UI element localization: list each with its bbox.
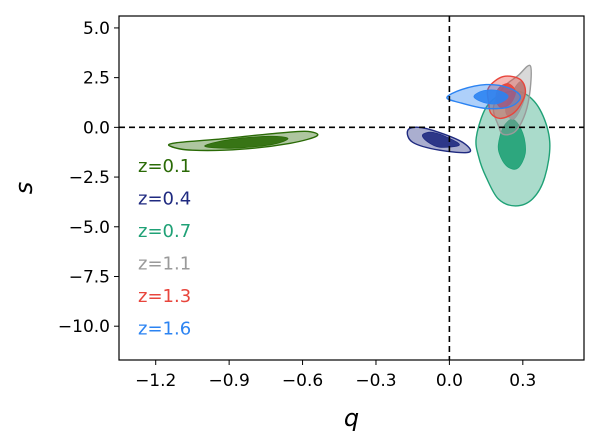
- y-tick-label: 0.0: [83, 118, 110, 138]
- legend-item: z=1.1: [138, 254, 191, 275]
- contour-6-inner: [473, 89, 509, 105]
- x-tick-label: −0.3: [355, 371, 396, 391]
- x-tick-label: 0.3: [509, 371, 536, 391]
- y-tick-label: −5.0: [69, 218, 110, 238]
- y-tick-label: −2.5: [69, 168, 110, 188]
- x-axis-label: q: [344, 404, 359, 432]
- legend-item: z=0.4: [138, 189, 191, 210]
- legend-item: z=1.3: [138, 286, 191, 307]
- legend: z=0.1 z=0.4 z=0.7 z=1.1 z=1.3 z=1.6: [138, 156, 191, 340]
- legend-item: z=0.7: [138, 221, 191, 242]
- reference-lines: [119, 16, 584, 360]
- y-axis-ticks: 5.0 2.5 0.0 −2.5 −5.0 −7.5 −10.0: [58, 19, 119, 337]
- y-axis-label: s: [10, 182, 38, 195]
- y-tick-label: −7.5: [69, 267, 110, 287]
- y-tick-label: 5.0: [83, 19, 110, 39]
- x-tick-label: −1.2: [135, 371, 176, 391]
- legend-item: z=1.6: [138, 319, 191, 340]
- x-axis-ticks: −1.2 −0.9 −0.6 −0.3 0.0 0.3: [135, 360, 536, 391]
- x-tick-label: −0.9: [208, 371, 249, 391]
- x-tick-label: −0.6: [282, 371, 323, 391]
- contour-layer: [167, 64, 551, 207]
- contour-3-inner: [497, 118, 526, 170]
- plot-frame: [118, 15, 585, 361]
- legend-item: z=0.1: [138, 156, 191, 177]
- x-tick-label: 0.0: [436, 371, 463, 391]
- contour-1-inner: [204, 135, 289, 149]
- contour-2-inner: [421, 131, 460, 148]
- y-tick-label: 2.5: [83, 69, 110, 89]
- y-tick-label: −10.0: [58, 317, 110, 337]
